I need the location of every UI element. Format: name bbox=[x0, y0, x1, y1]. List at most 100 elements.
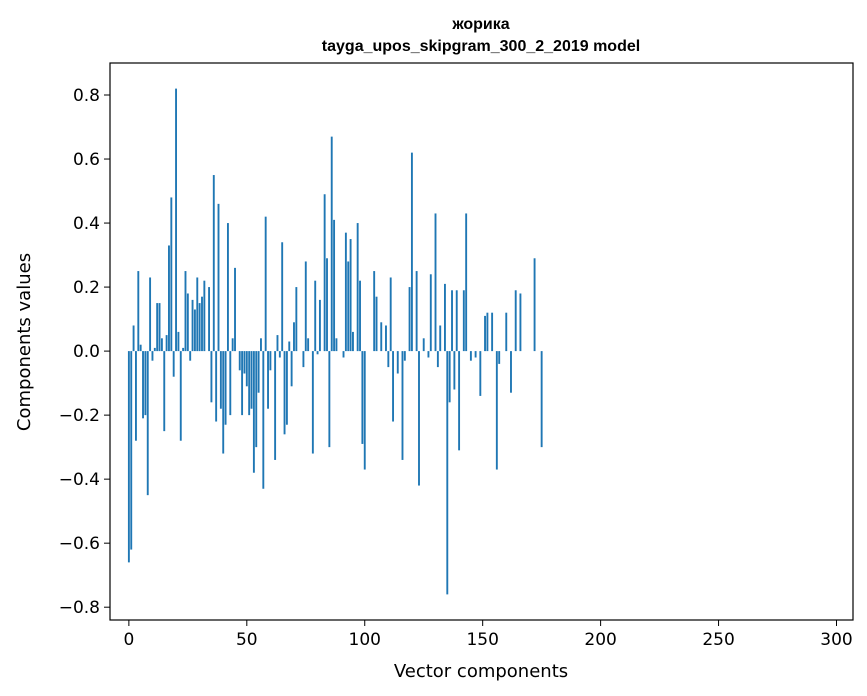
plot-frame bbox=[109, 62, 854, 621]
x-axis-label: Vector components bbox=[394, 661, 568, 682]
bar bbox=[505, 312, 508, 352]
bar bbox=[335, 338, 338, 352]
bar bbox=[260, 338, 262, 352]
bar bbox=[267, 351, 269, 409]
bar bbox=[396, 351, 399, 374]
bar bbox=[491, 312, 494, 352]
bar bbox=[274, 351, 277, 460]
bar bbox=[347, 261, 350, 352]
bar bbox=[264, 216, 267, 352]
bar bbox=[184, 271, 187, 352]
x-tick-label: 250 bbox=[702, 630, 734, 650]
bar bbox=[469, 351, 472, 361]
bar bbox=[510, 351, 512, 393]
y-tick-label: −0.2 bbox=[59, 406, 100, 426]
bar bbox=[234, 267, 236, 352]
bar bbox=[410, 152, 413, 352]
bar bbox=[135, 351, 137, 441]
bar bbox=[316, 351, 319, 355]
bar bbox=[224, 351, 227, 425]
bar bbox=[229, 351, 232, 416]
bar bbox=[375, 296, 378, 352]
bar bbox=[328, 351, 331, 448]
bar bbox=[163, 351, 166, 432]
bar bbox=[238, 351, 241, 371]
bar bbox=[219, 351, 222, 409]
bar bbox=[436, 351, 439, 368]
bar bbox=[160, 338, 163, 352]
bar bbox=[356, 223, 359, 352]
chart-subtitle: tayga_upos_skipgram_300_2_2019 model bbox=[322, 38, 640, 55]
bar bbox=[484, 315, 486, 352]
x-tick-label: 200 bbox=[584, 630, 616, 650]
y-tick-label: 0.6 bbox=[73, 150, 100, 170]
bar bbox=[465, 213, 468, 352]
bar bbox=[179, 351, 182, 441]
bar bbox=[540, 351, 543, 448]
bar bbox=[132, 325, 135, 352]
bar bbox=[172, 351, 175, 377]
bar bbox=[307, 338, 310, 352]
bar bbox=[226, 223, 229, 352]
bar bbox=[149, 277, 152, 352]
bar bbox=[514, 290, 517, 352]
chart-title: жорика bbox=[451, 16, 509, 33]
bar bbox=[290, 351, 293, 387]
bar bbox=[243, 351, 246, 374]
bar bbox=[186, 293, 189, 352]
bar bbox=[262, 351, 265, 489]
bar bbox=[285, 351, 288, 425]
bar bbox=[175, 88, 177, 352]
bar bbox=[212, 175, 215, 352]
bar bbox=[191, 299, 194, 352]
bar bbox=[142, 351, 144, 419]
bar bbox=[439, 325, 442, 352]
bar bbox=[462, 290, 465, 352]
y-tick-label: −0.4 bbox=[59, 470, 100, 490]
bar bbox=[427, 351, 430, 358]
bar bbox=[342, 351, 345, 358]
bar bbox=[295, 287, 298, 352]
bar bbox=[359, 280, 361, 352]
bar bbox=[288, 341, 291, 352]
bar bbox=[241, 351, 244, 416]
bar bbox=[278, 351, 281, 358]
bar bbox=[165, 335, 168, 352]
bar bbox=[153, 347, 156, 352]
bar bbox=[444, 283, 446, 352]
y-axis-ticks: −0.8 −0.6 −0.4 −0.2 0.0 0.2 0.4 0.6 0.8 bbox=[59, 86, 110, 618]
bar bbox=[208, 287, 211, 352]
bar bbox=[415, 271, 418, 352]
bar bbox=[318, 299, 321, 352]
bar bbox=[429, 274, 432, 352]
bar bbox=[269, 351, 272, 371]
bar bbox=[418, 351, 420, 486]
bar bbox=[217, 203, 220, 352]
bar bbox=[446, 351, 449, 595]
bar bbox=[498, 351, 501, 364]
bar bbox=[434, 213, 437, 352]
bar bbox=[196, 277, 199, 352]
bar bbox=[352, 331, 354, 352]
x-tick-label: 0 bbox=[123, 630, 134, 650]
y-tick-label: 0.8 bbox=[73, 86, 100, 106]
x-tick-label: 50 bbox=[236, 630, 258, 650]
y-tick-label: 0.0 bbox=[73, 342, 100, 362]
bar bbox=[156, 303, 159, 352]
bar bbox=[486, 312, 489, 352]
bar bbox=[182, 347, 185, 352]
y-tick-label: 0.2 bbox=[73, 278, 100, 298]
bar bbox=[333, 219, 336, 352]
y-tick-label: −0.6 bbox=[59, 534, 100, 554]
bar bbox=[392, 351, 394, 422]
x-tick-label: 150 bbox=[466, 630, 498, 650]
bar bbox=[201, 296, 203, 352]
bar bbox=[210, 351, 213, 403]
bar bbox=[151, 351, 154, 361]
bar bbox=[304, 261, 307, 352]
bar bbox=[302, 351, 305, 368]
bar bbox=[311, 351, 314, 454]
bar bbox=[479, 351, 482, 396]
bar bbox=[323, 194, 326, 352]
